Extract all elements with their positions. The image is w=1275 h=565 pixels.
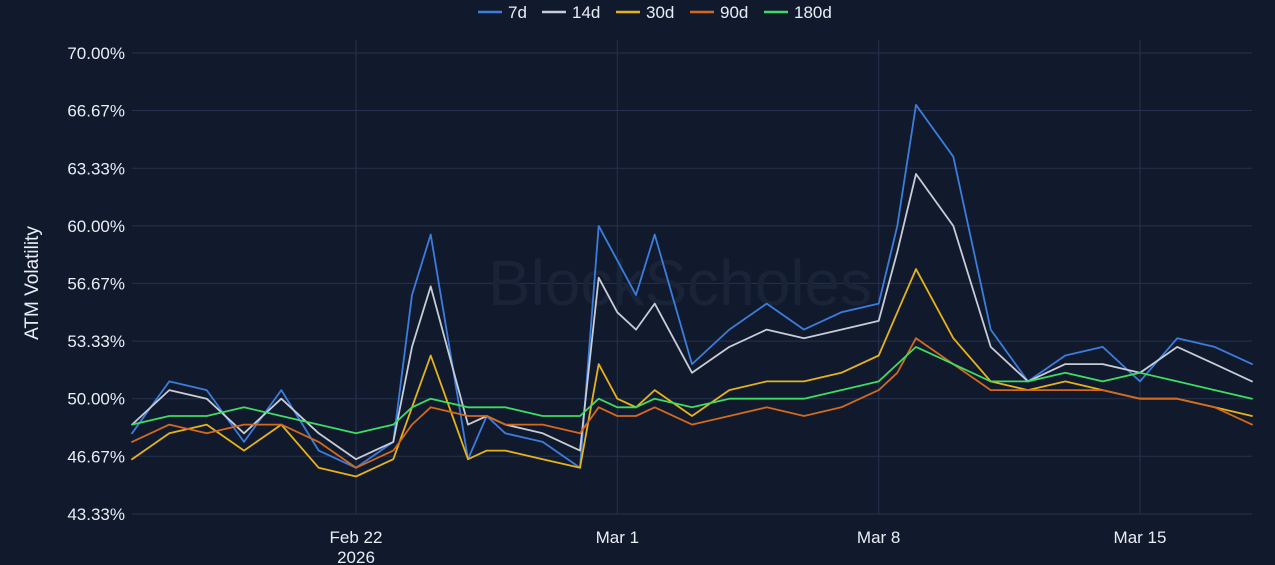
series-line-7d — [131, 104, 1253, 469]
legend-item-90d[interactable]: 90d — [690, 3, 748, 22]
y-tick-label: 63.33% — [67, 159, 125, 178]
grid — [132, 40, 1252, 515]
y-tick-label: 70.00% — [67, 44, 125, 63]
legend-item-7d[interactable]: 7d — [478, 3, 527, 22]
series-line-90d — [131, 337, 1253, 469]
y-tick-label: 56.67% — [67, 274, 125, 293]
x-tick-label: Feb 22 — [330, 528, 383, 547]
y-tick-label: 46.67% — [67, 447, 125, 466]
y-axis-title: ATM Volatility — [22, 226, 43, 340]
series-line-30d — [131, 268, 1253, 478]
legend-label: 30d — [646, 3, 674, 22]
watermark: BlockScholes — [488, 247, 872, 319]
legend-label: 90d — [720, 3, 748, 22]
x-tick-sublabel: 2026 — [337, 548, 375, 565]
x-tick-label: Mar 8 — [857, 528, 900, 547]
legend-item-14d[interactable]: 14d — [542, 3, 600, 22]
y-tick-label: 50.00% — [67, 390, 125, 409]
x-tick-label: Mar 1 — [596, 528, 639, 547]
y-tick-label: 60.00% — [67, 217, 125, 236]
legend-label: 180d — [794, 3, 832, 22]
legend-label: 14d — [572, 3, 600, 22]
y-axis-ticks: 43.33% 46.67% 50.00% 53.33% 56.67% 60.00% 63.3… — [67, 44, 125, 524]
series-group — [131, 104, 1253, 478]
legend-item-180d[interactable]: 180d — [764, 3, 832, 22]
legend-item-30d[interactable]: 30d — [616, 3, 674, 22]
series-line-14d — [131, 173, 1253, 461]
series-line-180d — [131, 345, 1253, 435]
legend-label: 7d — [508, 3, 527, 22]
y-tick-label: 53.33% — [67, 332, 125, 351]
x-tick-label: Mar 15 — [1114, 528, 1167, 547]
legend[interactable]: 7d 14d 30d 90d 180d — [478, 3, 832, 22]
y-tick-label: 43.33% — [67, 505, 125, 524]
y-tick-label: 66.67% — [67, 102, 125, 121]
